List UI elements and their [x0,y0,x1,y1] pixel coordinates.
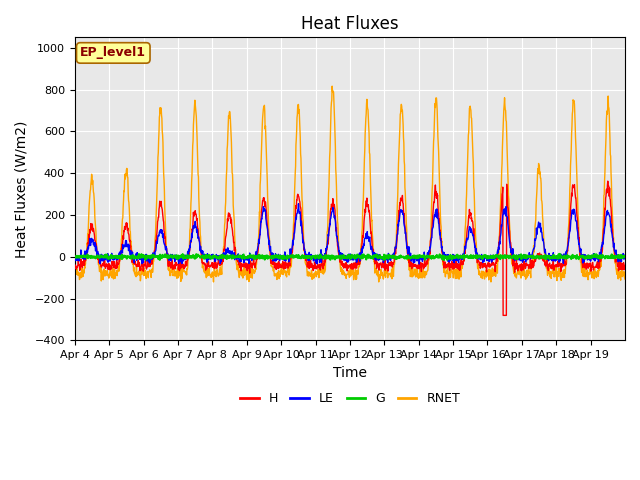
Legend: H, LE, G, RNET: H, LE, G, RNET [235,387,465,410]
X-axis label: Time: Time [333,366,367,380]
Y-axis label: Heat Fluxes (W/m2): Heat Fluxes (W/m2) [15,120,29,258]
Text: EP_level1: EP_level1 [80,47,147,60]
Title: Heat Fluxes: Heat Fluxes [301,15,399,33]
